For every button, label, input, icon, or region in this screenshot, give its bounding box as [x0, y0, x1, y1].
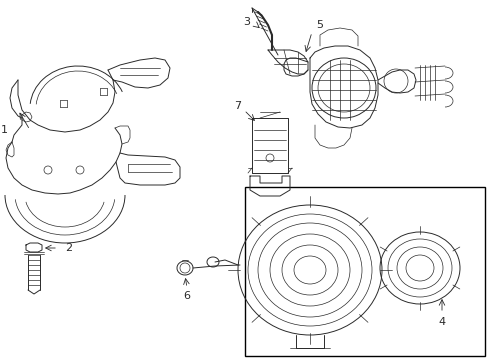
Text: 5: 5 — [316, 20, 323, 30]
Text: 6: 6 — [183, 291, 191, 301]
Text: 4: 4 — [439, 317, 445, 327]
Text: 7: 7 — [234, 101, 242, 111]
Text: 1: 1 — [0, 125, 7, 135]
Text: 3: 3 — [243, 17, 250, 27]
Text: 2: 2 — [65, 243, 72, 253]
Bar — [245, 187, 485, 356]
